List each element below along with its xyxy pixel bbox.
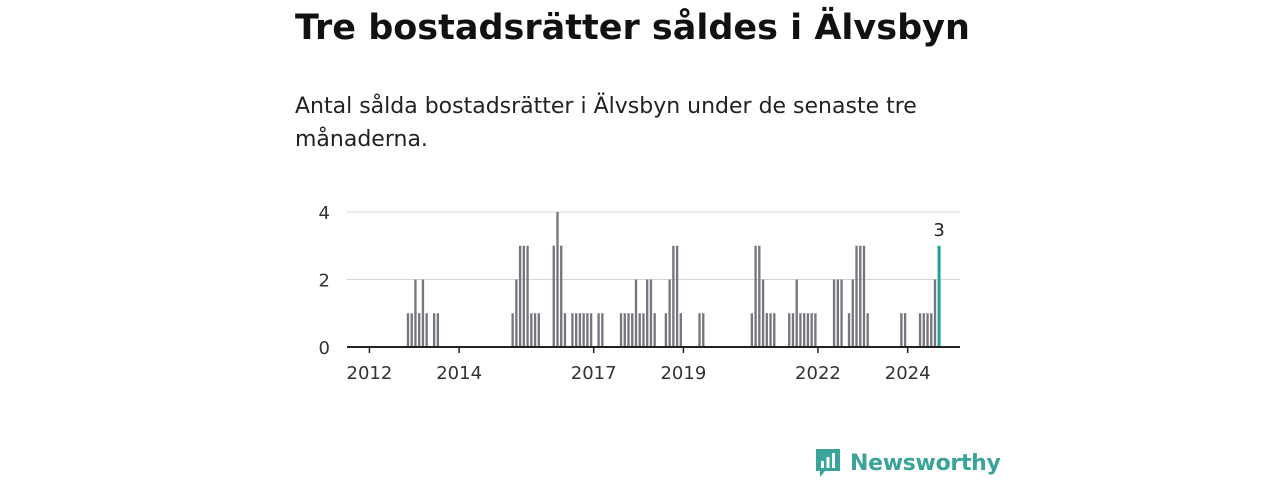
- bar: [518, 245, 522, 347]
- bar: [631, 313, 634, 347]
- latest-value-label: 3: [933, 220, 944, 241]
- bar: [933, 279, 937, 347]
- bar: [642, 313, 645, 347]
- bar: [788, 313, 791, 347]
- bar: [526, 245, 529, 347]
- x-tick-label: 2014: [436, 363, 482, 384]
- bar: [432, 313, 436, 347]
- bar: [664, 313, 668, 347]
- bar: [900, 313, 903, 347]
- bar: [638, 313, 641, 347]
- bar: [597, 313, 600, 347]
- bar: [410, 313, 413, 347]
- bar: [859, 245, 862, 347]
- y-tick-label: 4: [319, 203, 330, 224]
- bar: [791, 313, 795, 347]
- bar: [533, 313, 537, 347]
- y-tick-label: 0: [319, 338, 330, 359]
- bar: [765, 313, 768, 347]
- bar: [646, 279, 649, 347]
- bar: [578, 313, 582, 347]
- bar: [795, 279, 798, 347]
- y-axis-ticks: 0 2 4: [319, 203, 330, 359]
- bar: [582, 313, 585, 347]
- bar: [810, 313, 813, 347]
- bar: [668, 279, 671, 347]
- bar: [425, 313, 428, 347]
- brand-name: Newsworthy: [850, 450, 1001, 476]
- x-tick-label: 2019: [660, 363, 706, 384]
- bar: [803, 313, 806, 347]
- bar: [832, 279, 836, 347]
- bar: [563, 313, 567, 347]
- bar: [552, 245, 555, 347]
- bar: [806, 313, 810, 347]
- bar: [862, 245, 866, 347]
- x-tick-label: 2022: [795, 363, 841, 384]
- bar: [627, 313, 630, 347]
- bar: [653, 313, 656, 347]
- bar: [634, 279, 638, 347]
- x-axis-ticks: 2012 2014 2017 2019 2022 2024: [347, 347, 931, 384]
- bar: [851, 279, 854, 347]
- x-tick-label: 2024: [885, 363, 931, 384]
- bar: [571, 313, 574, 347]
- bar: [847, 313, 851, 347]
- bar: [511, 313, 514, 347]
- bar: [537, 313, 540, 347]
- bar: [758, 245, 761, 347]
- bar: [575, 313, 578, 347]
- gridlines: [347, 211, 960, 280]
- bar: [926, 313, 929, 347]
- bar: [560, 245, 563, 347]
- bar: [866, 313, 869, 347]
- bar: [421, 279, 425, 347]
- bar: [799, 313, 802, 347]
- bar: [930, 313, 933, 347]
- bar: [515, 279, 518, 347]
- y-tick-label: 2: [319, 271, 330, 292]
- bar: [406, 313, 410, 347]
- bar: [556, 212, 559, 347]
- bar: [414, 279, 417, 347]
- bar-chart-logo-icon: [816, 449, 840, 477]
- bar: [679, 313, 682, 347]
- newsworthy-logo: Newsworthy: [814, 446, 1001, 480]
- bar: [522, 245, 526, 347]
- bar: [750, 313, 754, 347]
- bar: [672, 245, 675, 347]
- bar: [754, 245, 757, 347]
- bar: [769, 313, 772, 347]
- bar: [836, 279, 839, 347]
- bar: [649, 279, 653, 347]
- bar: [436, 313, 440, 347]
- chart-title: Tre bostadsrätter såldes i Älvsbyn: [295, 8, 970, 48]
- bar: [698, 313, 701, 347]
- bar: [903, 313, 907, 347]
- bar: [855, 245, 858, 347]
- bar: [586, 313, 589, 347]
- bar: [601, 313, 604, 347]
- x-tick-label: 2012: [347, 363, 393, 384]
- chart-subtitle: Antal sålda bostadsrätter i Älvsbyn unde…: [295, 94, 917, 152]
- bar: [814, 313, 817, 347]
- bar: [840, 279, 843, 347]
- bar: [922, 313, 925, 347]
- bar: [675, 245, 679, 347]
- bar: [619, 313, 623, 347]
- x-tick-label: 2017: [571, 363, 617, 384]
- bar-latest: [937, 245, 941, 347]
- annotations: 3: [933, 220, 944, 241]
- bar: [702, 313, 705, 347]
- bars: [406, 212, 941, 347]
- bar: [418, 313, 421, 347]
- bar: [773, 313, 776, 347]
- bar: [918, 313, 922, 347]
- bar-chart: 0 2 4 2012 2014 2017 2019 2022 2024 3: [319, 203, 960, 384]
- bar: [761, 279, 765, 347]
- bar: [530, 313, 533, 347]
- bar: [623, 313, 626, 347]
- bar: [589, 313, 593, 347]
